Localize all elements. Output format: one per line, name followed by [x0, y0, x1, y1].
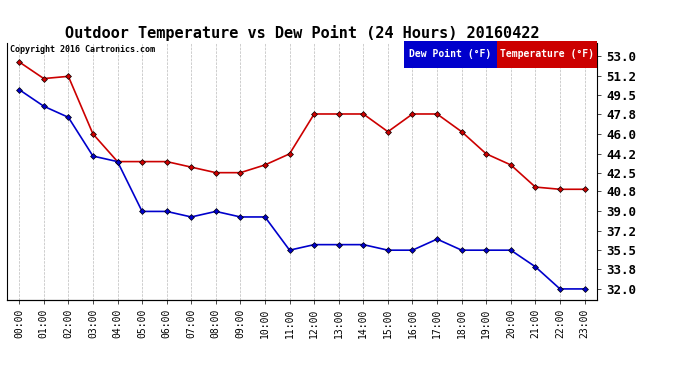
Text: Dew Point (°F): Dew Point (°F) — [409, 50, 491, 59]
Title: Outdoor Temperature vs Dew Point (24 Hours) 20160422: Outdoor Temperature vs Dew Point (24 Hou… — [65, 25, 539, 40]
Text: Copyright 2016 Cartronics.com: Copyright 2016 Cartronics.com — [10, 45, 155, 54]
Text: Temperature (°F): Temperature (°F) — [500, 50, 594, 59]
